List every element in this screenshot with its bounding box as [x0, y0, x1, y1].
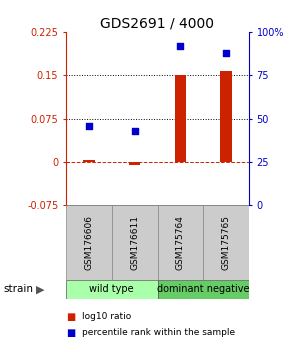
- Text: log10 ratio: log10 ratio: [82, 312, 132, 321]
- Point: [178, 43, 183, 48]
- Text: wild type: wild type: [89, 284, 134, 295]
- Bar: [66, 205, 112, 280]
- Point: [132, 128, 137, 133]
- Point: [86, 123, 91, 129]
- Text: ■: ■: [66, 328, 75, 338]
- Text: GSM175764: GSM175764: [176, 215, 185, 270]
- Text: percentile rank within the sample: percentile rank within the sample: [82, 328, 236, 337]
- Text: ▶: ▶: [36, 284, 45, 295]
- Text: GSM176611: GSM176611: [130, 215, 139, 270]
- Text: dominant negative: dominant negative: [157, 284, 250, 295]
- Point: [224, 50, 229, 56]
- Text: strain: strain: [3, 284, 33, 295]
- Title: GDS2691 / 4000: GDS2691 / 4000: [100, 17, 214, 31]
- Bar: [83, 160, 94, 162]
- Text: GSM175765: GSM175765: [222, 215, 231, 270]
- Text: ■: ■: [66, 312, 75, 322]
- Bar: [129, 162, 140, 165]
- Bar: [220, 70, 232, 162]
- Bar: [158, 205, 203, 280]
- Bar: [66, 280, 158, 299]
- Bar: [175, 75, 186, 162]
- Text: GSM176606: GSM176606: [84, 215, 93, 270]
- Bar: [112, 205, 158, 280]
- Bar: [203, 205, 249, 280]
- Bar: [158, 280, 249, 299]
